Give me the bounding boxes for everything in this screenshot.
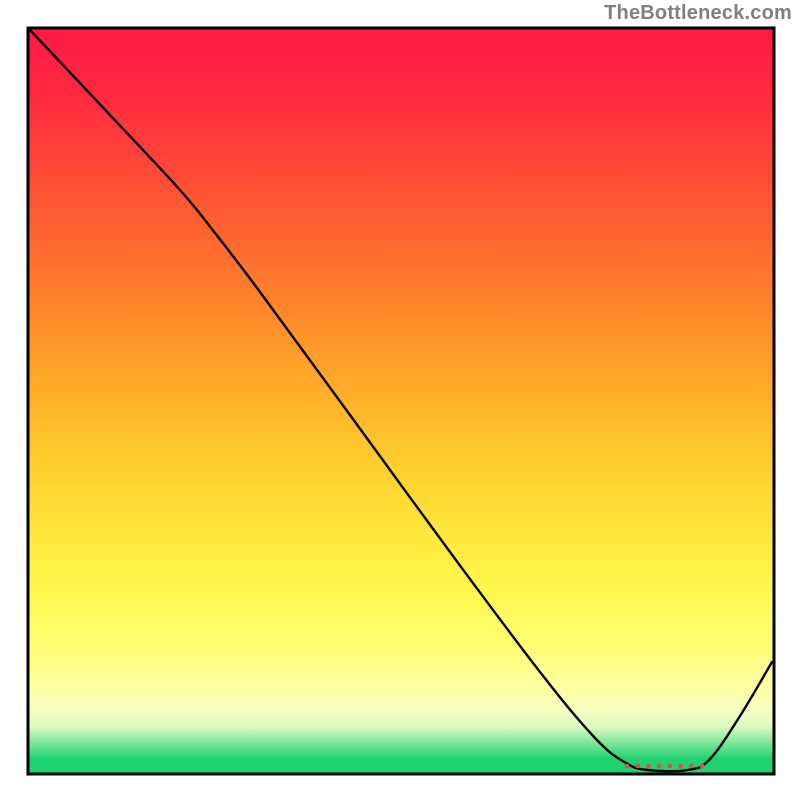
- chart-gradient-bg: [28, 28, 774, 759]
- bottleneck-chart: [0, 0, 800, 800]
